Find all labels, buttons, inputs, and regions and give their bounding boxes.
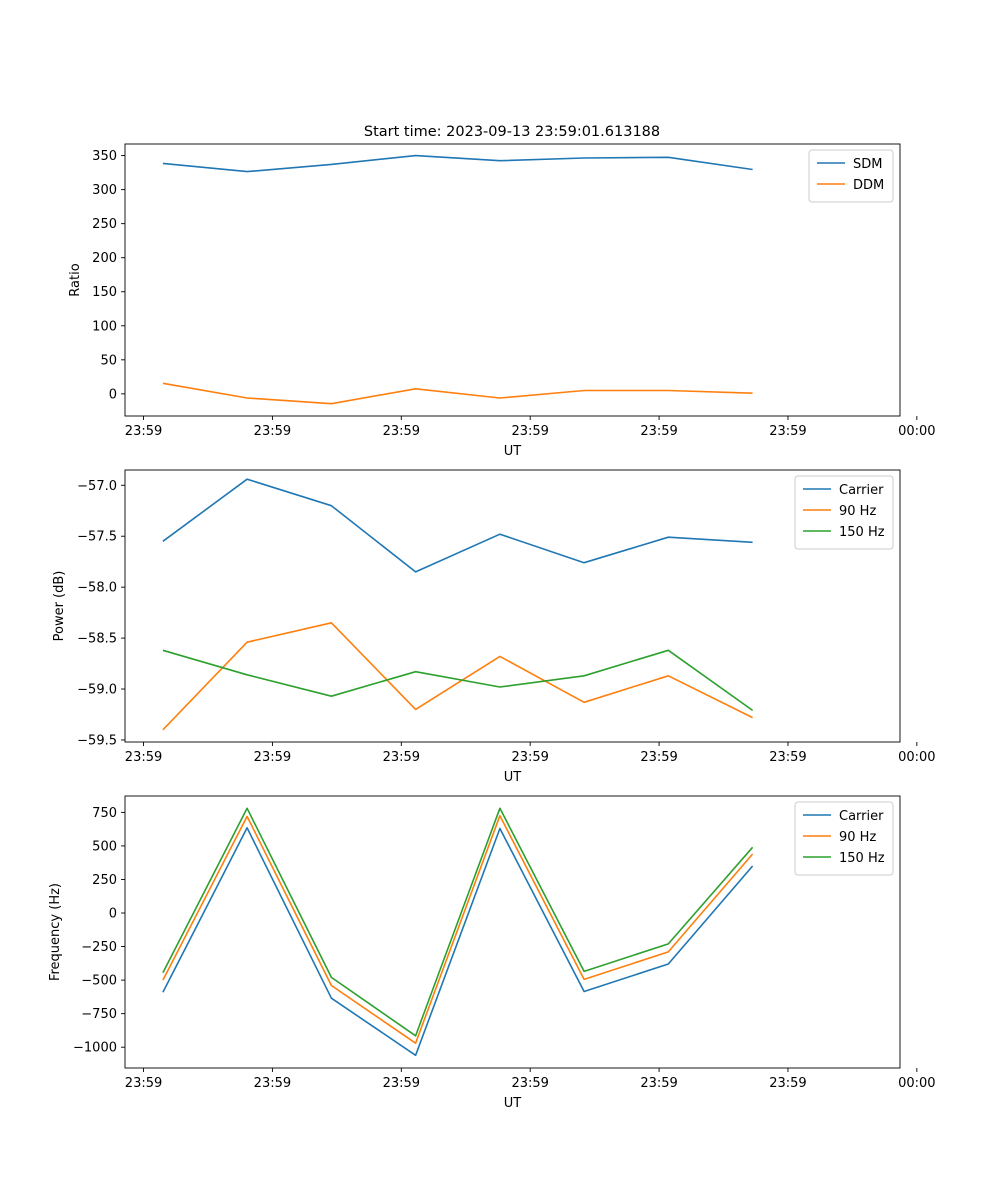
y-tick-label: −57.5: [77, 530, 117, 545]
x-tick-label: 23:59: [511, 750, 548, 765]
series-line-150-hz: [162, 649, 754, 712]
x-axis-label: UT: [504, 444, 522, 459]
y-axis-label: Frequency (Hz): [48, 883, 63, 981]
x-tick-label: 23:59: [511, 1076, 548, 1091]
chart-title: Start time: 2023-09-13 23:59:01.613188: [364, 124, 660, 140]
x-tick-label: 00:00: [898, 424, 935, 439]
series-line-90-hz: [162, 814, 754, 1044]
x-tick-label: 23:59: [254, 750, 291, 765]
legend-label: Carrier: [839, 809, 884, 824]
x-tick-label: 23:59: [769, 1076, 806, 1091]
y-tick-label: 750: [92, 806, 117, 821]
y-tick-label: −500: [81, 974, 117, 989]
x-tick-label: 23:59: [383, 1076, 420, 1091]
x-tick-label: 23:59: [640, 750, 677, 765]
chart-panel-2: 23:59 23:59 23:59 23:59 23:59 23:59 00:00 −59.5…: [52, 469, 936, 785]
y-tick-label: 0: [109, 387, 117, 402]
y-tick-label: −750: [81, 1007, 117, 1022]
x-tick-label: 23:59: [383, 750, 420, 765]
plot-frame: [124, 143, 901, 417]
y-tick-label: −58.5: [77, 632, 117, 647]
y-tick-label: 150: [92, 285, 117, 300]
x-tick-label: 23:59: [640, 1076, 677, 1091]
y-axis-label: Power (dB): [52, 571, 67, 642]
plot-frame: [124, 795, 901, 1069]
x-tick-label: 23:59: [254, 1076, 291, 1091]
chart-panel-1: 23:59 23:59 23:59 23:59 23:59 23:59 00:00 0 50 10…: [68, 143, 936, 459]
x-tick-label: 23:59: [254, 424, 291, 439]
y-tick-label: 500: [92, 839, 117, 854]
legend: SDM DDM: [808, 149, 894, 203]
legend-label: 150 Hz: [839, 851, 885, 866]
y-tick-label: 300: [92, 183, 117, 198]
legend: Carrier 90 Hz 150 Hz: [794, 801, 894, 876]
legend-label: DDM: [853, 178, 884, 193]
x-tick-label: 23:59: [125, 424, 162, 439]
y-tick-label: −58.0: [77, 581, 117, 596]
legend: Carrier 90 Hz 150 Hz: [794, 475, 894, 550]
y-tick-label: 250: [92, 873, 117, 888]
x-axis-label: UT: [504, 1096, 522, 1111]
series-line-150-hz: [162, 807, 754, 1037]
series-line-ddm: [162, 382, 753, 405]
y-tick-label: −1000: [73, 1041, 117, 1056]
y-tick-label: 200: [92, 251, 117, 266]
series-line-carrier: [162, 478, 753, 573]
y-tick-label: 350: [92, 149, 117, 164]
x-tick-label: 23:59: [640, 424, 677, 439]
x-tick-label: 23:59: [125, 1076, 162, 1091]
x-tick-label: 00:00: [898, 750, 935, 765]
series-line-90-hz: [162, 621, 753, 731]
series-line-sdm: [162, 154, 753, 173]
legend-label: 150 Hz: [839, 525, 885, 540]
x-tick-label: 23:59: [383, 424, 420, 439]
x-tick-label: 23:59: [511, 424, 548, 439]
x-tick-label: 23:59: [125, 750, 162, 765]
y-tick-label: −59.5: [77, 733, 117, 748]
y-tick-label: −57.0: [77, 479, 117, 494]
y-axis-label: Ratio: [68, 263, 83, 296]
series-line-carrier: [162, 826, 754, 1057]
y-tick-label: −250: [81, 940, 117, 955]
y-tick-label: 100: [92, 319, 117, 334]
plot-frame: [124, 469, 901, 743]
legend-label: 90 Hz: [839, 504, 876, 519]
y-tick-label: 0: [109, 907, 117, 922]
x-tick-label: 00:00: [898, 1076, 935, 1091]
y-tick-label: 50: [100, 353, 117, 368]
legend-label: SDM: [853, 157, 882, 172]
legend-label: Carrier: [839, 483, 884, 498]
y-tick-label: 250: [92, 217, 117, 232]
legend-label: 90 Hz: [839, 830, 876, 845]
x-tick-label: 23:59: [769, 424, 806, 439]
x-tick-label: 23:59: [769, 750, 806, 765]
x-axis-label: UT: [504, 770, 522, 785]
chart-panel-3: 23:59 23:59 23:59 23:59 23:59 23:59 00:00 −1000…: [48, 795, 936, 1111]
y-tick-label: −59.0: [77, 683, 117, 698]
